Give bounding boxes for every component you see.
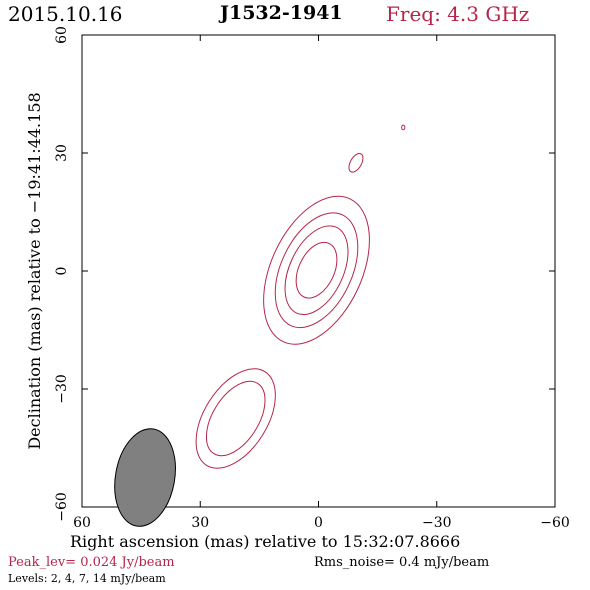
source-name: J1532-1941 (220, 2, 343, 24)
contour-core (284, 225, 349, 316)
y-axis-title: Declination (mas) relative to −19:41:44.… (25, 92, 44, 449)
contour-jet-knot (195, 368, 276, 469)
contour-jet-knot (205, 380, 266, 457)
contour-north-blob (348, 153, 364, 173)
y-tick-label: 30 (54, 144, 70, 162)
y-tick-label: −60 (54, 492, 70, 522)
x-tick-label: −30 (422, 515, 452, 531)
y-tick-label: −30 (54, 374, 70, 404)
x-tick-label: 60 (73, 515, 91, 531)
contour-core (295, 241, 338, 299)
observation-date: 2015.10.16 (8, 2, 123, 26)
frequency-label: Freq: 4.3 GHz (386, 2, 530, 26)
rms-noise: Rms_noise= 0.4 mJy/beam (314, 555, 490, 570)
contour-small-spot (401, 124, 406, 131)
contour-core (274, 212, 359, 329)
contour-levels: Levels: 2, 4, 7, 14 mJy/beam (8, 572, 166, 585)
contour-core (263, 195, 370, 345)
y-tick-label: 0 (54, 267, 70, 276)
x-tick-label: 30 (191, 515, 209, 531)
peak-level: Peak_lev= 0.024 Jy/beam (8, 555, 175, 570)
y-tick-label: 60 (54, 26, 70, 44)
x-tick-label: 0 (314, 515, 323, 531)
restoring-beam (114, 428, 176, 527)
x-axis-title: Right ascension (mas) relative to 15:32:… (70, 532, 461, 551)
x-tick-label: −60 (540, 515, 570, 531)
